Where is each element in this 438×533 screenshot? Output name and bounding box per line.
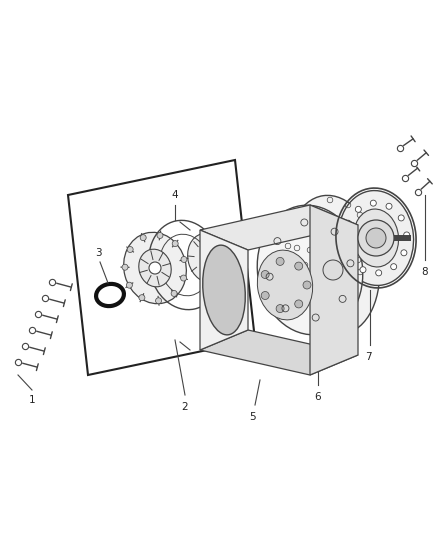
Circle shape (343, 238, 348, 244)
Text: 4: 4 (172, 190, 178, 200)
Text: 7: 7 (365, 352, 371, 362)
Circle shape (398, 215, 404, 221)
Circle shape (386, 203, 392, 209)
Text: 3: 3 (95, 248, 101, 258)
Circle shape (303, 281, 311, 289)
Text: 5: 5 (249, 412, 255, 422)
Ellipse shape (203, 245, 245, 335)
Circle shape (345, 220, 351, 226)
Ellipse shape (315, 245, 351, 295)
Ellipse shape (286, 196, 380, 335)
Circle shape (261, 292, 269, 300)
Ellipse shape (339, 191, 413, 286)
Ellipse shape (124, 232, 186, 304)
Circle shape (261, 271, 269, 279)
Circle shape (127, 246, 133, 253)
Polygon shape (310, 205, 358, 375)
Circle shape (370, 200, 376, 206)
Circle shape (149, 262, 161, 274)
Circle shape (295, 262, 303, 270)
Circle shape (127, 282, 132, 288)
Ellipse shape (258, 250, 313, 320)
Circle shape (391, 264, 397, 270)
Circle shape (139, 295, 145, 301)
Text: 8: 8 (422, 267, 428, 277)
Text: 1: 1 (28, 395, 35, 405)
Circle shape (276, 257, 284, 265)
Ellipse shape (257, 205, 363, 335)
Circle shape (181, 256, 187, 262)
Circle shape (366, 228, 386, 248)
Text: 2: 2 (182, 402, 188, 412)
Ellipse shape (187, 233, 228, 282)
Circle shape (157, 232, 163, 238)
Circle shape (180, 275, 187, 281)
Circle shape (276, 304, 284, 312)
Circle shape (360, 266, 366, 273)
Circle shape (323, 260, 343, 280)
Circle shape (348, 255, 354, 261)
Circle shape (140, 235, 146, 241)
Circle shape (155, 298, 162, 304)
Circle shape (358, 220, 394, 256)
Circle shape (376, 270, 381, 276)
Circle shape (172, 240, 178, 247)
Text: 6: 6 (314, 392, 321, 402)
Ellipse shape (139, 249, 171, 287)
Polygon shape (200, 230, 248, 350)
Circle shape (355, 206, 361, 212)
Polygon shape (200, 330, 358, 375)
Circle shape (122, 264, 128, 270)
Circle shape (171, 290, 177, 296)
Circle shape (401, 250, 407, 256)
Circle shape (404, 232, 410, 238)
Ellipse shape (353, 209, 399, 267)
Circle shape (295, 300, 303, 308)
Polygon shape (200, 205, 358, 250)
